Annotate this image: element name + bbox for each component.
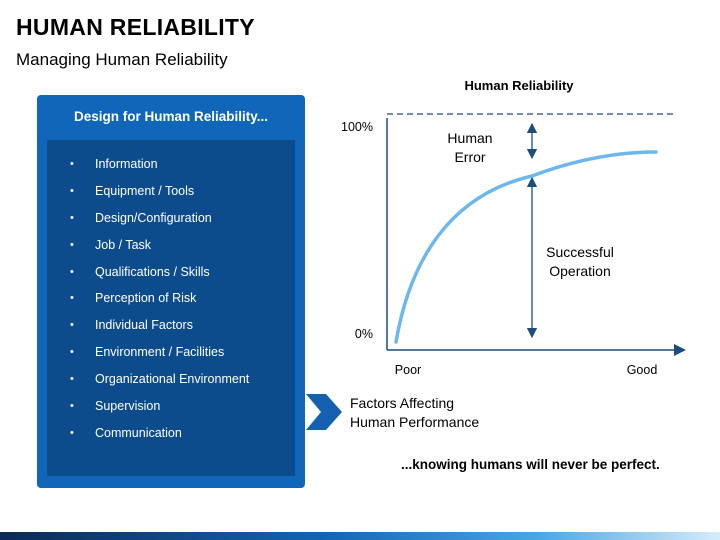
factors-label: Factors Affecting Human Performance bbox=[350, 394, 479, 432]
panel-heading: Design for Human Reliability... bbox=[73, 109, 269, 124]
reliability-curve bbox=[394, 150, 658, 344]
successful-operation-label-line1: Successful bbox=[546, 244, 614, 260]
bullet-icon: • bbox=[70, 426, 74, 439]
bullet-icon: • bbox=[70, 211, 74, 224]
bullet-icon: • bbox=[70, 238, 74, 251]
bullet-icon: • bbox=[70, 265, 74, 278]
bullet-icon: • bbox=[70, 319, 74, 332]
list-item: • Environment / Facilities bbox=[47, 339, 295, 366]
list-item: • Equipment / Tools bbox=[47, 178, 295, 205]
bullet-icon: • bbox=[70, 400, 74, 413]
list-item: • Organizational Environment bbox=[47, 366, 295, 393]
list-item-label: Supervision bbox=[95, 399, 161, 414]
list-item-label: Equipment / Tools bbox=[95, 183, 195, 198]
list-item: • Supervision bbox=[47, 393, 295, 420]
successful-operation-label-line2: Operation bbox=[549, 263, 610, 279]
list-item: • Communication bbox=[47, 420, 295, 447]
list-item: • Information bbox=[47, 151, 295, 178]
x-left-label: Poor bbox=[395, 363, 421, 377]
chevron-right-icon bbox=[306, 394, 342, 430]
factors-label-line1: Factors Affecting bbox=[350, 395, 455, 411]
human-error-label-line1: Human bbox=[447, 130, 492, 146]
y-bottom-label: 0% bbox=[355, 327, 373, 341]
list-item-label: Individual Factors bbox=[95, 318, 193, 333]
bullet-icon: • bbox=[70, 158, 74, 170]
y-top-label: 100% bbox=[341, 120, 373, 134]
bullet-icon: • bbox=[70, 292, 74, 305]
factors-label-line2: Human Performance bbox=[350, 414, 480, 430]
factor-list: • Information • Equipment / Tools • Design/… bbox=[47, 140, 295, 476]
list-item-label: Perception of Risk bbox=[95, 291, 197, 306]
tagline: ...knowing humans will never be perfect. bbox=[401, 457, 660, 472]
list-item-label: Organizational Environment bbox=[95, 372, 250, 387]
bullet-icon: • bbox=[70, 346, 74, 359]
list-item: • Job / Task bbox=[47, 232, 295, 259]
list-item-label: Environment / Facilities bbox=[95, 345, 225, 360]
list-item-label: Communication bbox=[95, 425, 182, 440]
list-item: • Qualifications / Skills bbox=[47, 259, 295, 286]
bullet-icon: • bbox=[70, 184, 74, 197]
page-subtitle: Managing Human Reliability bbox=[16, 50, 228, 69]
list-item-label: Information bbox=[95, 157, 158, 171]
list-item-label: Job / Task bbox=[95, 237, 152, 252]
list-item-label: Qualifications / Skills bbox=[95, 264, 210, 279]
list-item: • Design/Configuration bbox=[47, 205, 295, 232]
list-item: • Individual Factors bbox=[47, 312, 295, 339]
list-item: • Perception of Risk bbox=[47, 285, 295, 312]
chart-title: Human Reliability bbox=[464, 78, 574, 93]
footer-bar bbox=[0, 532, 720, 540]
list-item-label: Design/Configuration bbox=[95, 210, 212, 225]
x-right-label: Good bbox=[627, 363, 658, 377]
bullet-icon: • bbox=[70, 373, 74, 386]
human-error-label-line2: Error bbox=[454, 149, 485, 165]
design-panel: Design for Human Reliability... • Informa… bbox=[37, 95, 305, 488]
page-title: HUMAN RELIABILITY bbox=[16, 14, 255, 40]
